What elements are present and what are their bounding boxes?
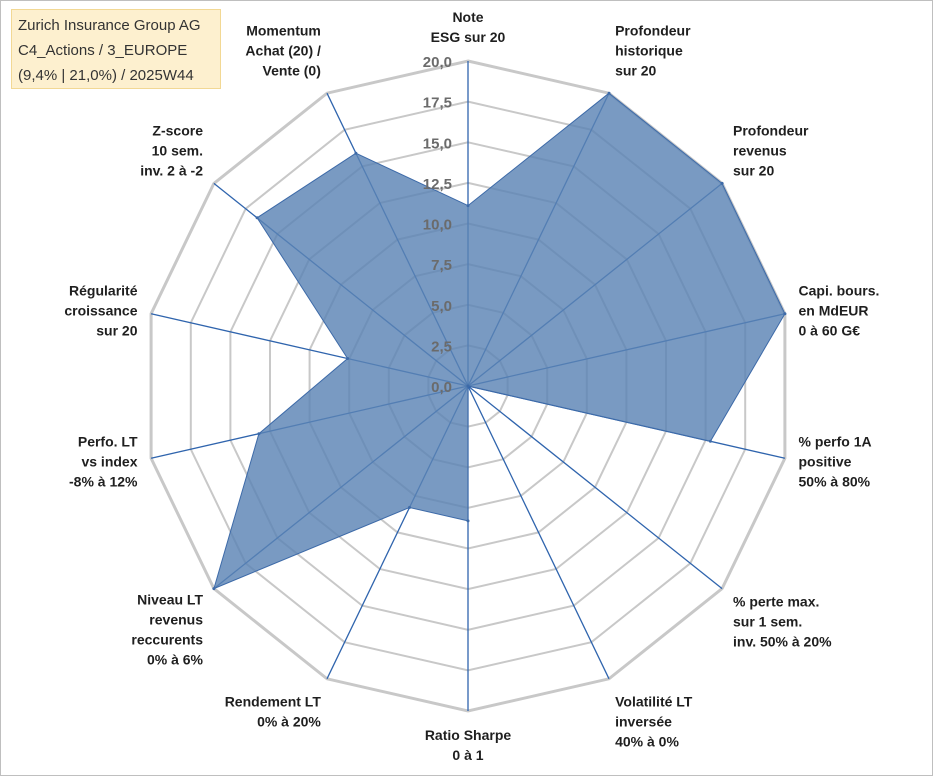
tick-label-0: 0,0 — [431, 379, 452, 396]
data-point-8 — [408, 506, 411, 509]
axis-label-8: Rendement LT 0% à 20% — [225, 693, 322, 729]
axis-label-7: Ratio Sharpe 0 à 1 — [425, 727, 512, 763]
data-point-10 — [257, 432, 261, 436]
tick-label-8: 20,0 — [423, 54, 452, 71]
data-point-11 — [346, 357, 350, 360]
axis-label-11: Régularité croissance sur 20 — [64, 283, 137, 339]
data-point-4 — [708, 439, 712, 443]
axis-label-13: Momentum Achat (20) / Vente (0) — [245, 23, 321, 79]
axis-label-12: Z-score 10 sem. inv. 2 à -2 — [140, 123, 203, 179]
axis-label-1: Profondeur historique sur 20 — [615, 23, 691, 79]
tick-label-6: 15,0 — [423, 135, 452, 152]
data-point-13 — [354, 151, 358, 155]
axis-label-6: Volatilité LT inversée 40% à 0% — [615, 693, 693, 749]
axis-label-0: Note ESG sur 20 — [431, 9, 506, 45]
series-area-0 — [213, 92, 786, 590]
axis-label-9: Niveau LT revenus reccurents 0% à 6% — [131, 591, 203, 667]
data-point-6 — [466, 384, 470, 388]
tick-label-7: 17,5 — [423, 95, 452, 112]
tick-label-2: 5,0 — [431, 298, 452, 315]
axis-label-4: % perfo 1A positive 50% à 80% — [799, 433, 872, 489]
axis-spoke-6 — [467, 385, 610, 680]
chart-title-box: Zurich Insurance Group AG C4_Actions / 3… — [11, 9, 221, 89]
axis-label-2: Profondeur revenus sur 20 — [733, 123, 809, 179]
company-name: Zurich Insurance Group AG — [18, 17, 201, 34]
data-point-7 — [466, 519, 470, 523]
axis-label-3: Capi. bours. en MdEUR 0 à 60 G€ — [799, 283, 880, 339]
axis-label-10: Perfo. LT vs index -8% à 12% — [69, 433, 138, 489]
data-point-3 — [783, 312, 787, 316]
portfolio-category: C4_Actions / 3_EUROPE — [18, 42, 188, 59]
performance-period: (9,4% | 21,0%) / 2025W44 — [18, 67, 194, 84]
tick-label-4: 10,0 — [423, 217, 452, 234]
data-point-0 — [466, 204, 470, 208]
tick-label-5: 12,5 — [423, 176, 452, 193]
data-point-1 — [607, 91, 611, 95]
data-point-12 — [255, 216, 259, 220]
data-point-9 — [212, 587, 216, 591]
axis-spoke-5 — [467, 385, 723, 590]
tick-label-1: 2,5 — [431, 338, 452, 355]
axis-label-5: % perte max. sur 1 sem. inv. 50% à 20% — [733, 593, 832, 649]
tick-label-3: 7,5 — [431, 257, 452, 274]
data-point-2 — [720, 181, 724, 185]
